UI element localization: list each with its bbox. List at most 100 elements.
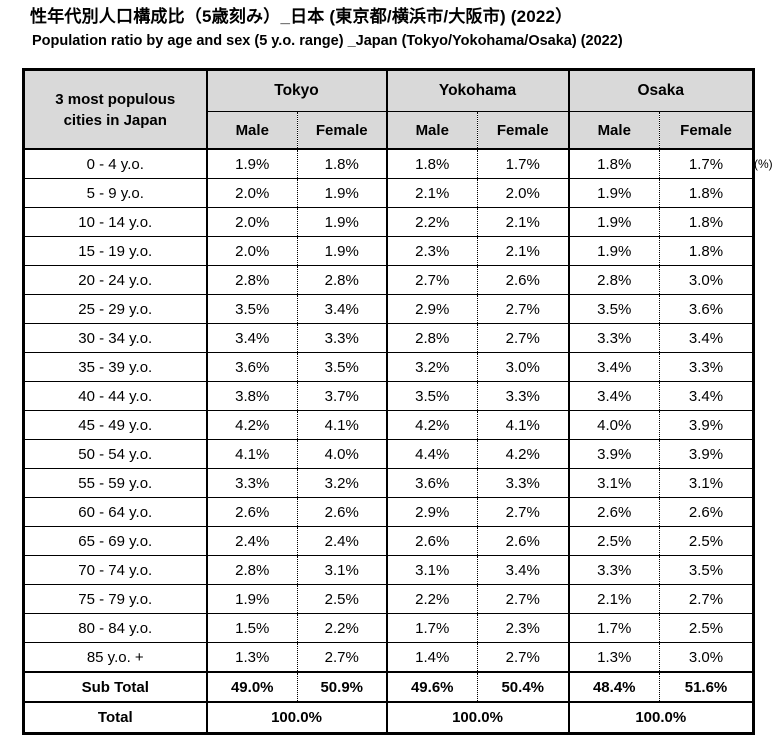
page-subtitle-english: Population ratio by age and sex (5 y.o. … (32, 33, 623, 49)
value-cell: 1.9% (297, 236, 387, 266)
value-cell: 2.7% (477, 642, 569, 672)
value-cell: 2.1% (477, 236, 569, 266)
value-cell: 3.4% (658, 381, 754, 411)
age-group-label: 80 - 84 y.o. (23, 613, 208, 643)
total-value-cell: 100.0% (385, 701, 569, 734)
value-cell: 2.5% (658, 526, 754, 556)
city-header-tokyo: Tokyo (205, 69, 387, 112)
age-group-row: 80 - 84 y.o. 1.5% 2.2% 1.7% 2.3% 1.7% 2.5% (23, 613, 754, 643)
age-group-label: 5 - 9 y.o. (23, 178, 208, 208)
age-group-row: 5 - 9 y.o. 2.0% 1.9% 2.1% 2.0% 1.9% 1.8% (23, 178, 754, 208)
value-cell: 3.1% (297, 555, 387, 585)
value-cell: 2.6% (385, 526, 478, 556)
value-cell: 3.4% (477, 555, 569, 585)
subtotal-value-cell: 48.4% (567, 671, 660, 703)
city-header-row: 3 most populous cities in Japan Tokyo Yo… (23, 69, 754, 150)
value-cell: 1.4% (385, 642, 478, 672)
age-group-row: 45 - 49 y.o. 4.2% 4.1% 4.2% 4.1% 4.0% 3.9% (23, 410, 754, 440)
value-cell: 2.5% (567, 526, 660, 556)
value-cell: 3.6% (205, 352, 298, 382)
value-cell: 3.9% (567, 439, 660, 469)
value-cell: 2.1% (385, 178, 478, 208)
age-group-label: 75 - 79 y.o. (23, 584, 208, 614)
value-cell: 3.7% (297, 381, 387, 411)
header-yokohama-male: Male (385, 111, 478, 150)
value-cell: 4.1% (477, 410, 569, 440)
value-cell: 3.3% (297, 323, 387, 353)
value-cell: 1.9% (205, 148, 298, 179)
subtotal-label: Sub Total (23, 671, 208, 703)
value-cell: 1.7% (385, 613, 478, 643)
total-value-cell: 100.0% (205, 701, 387, 734)
population-ratio-table: 3 most populous cities in Japan Tokyo Yo… (22, 68, 756, 735)
age-group-label: 70 - 74 y.o. (23, 555, 208, 585)
value-cell: 3.3% (658, 352, 754, 382)
age-group-label: 0 - 4 y.o. (23, 148, 208, 179)
age-group-label: 50 - 54 y.o. (23, 439, 208, 469)
age-group-row: 70 - 74 y.o. 2.8% 3.1% 3.1% 3.4% 3.3% 3.5% (23, 555, 754, 585)
value-cell: 3.9% (658, 439, 754, 469)
value-cell: 2.6% (477, 526, 569, 556)
value-cell: 3.4% (567, 381, 660, 411)
value-cell: 3.1% (658, 468, 754, 498)
unit-note-percent: (%) (754, 157, 773, 171)
corner-header-line2: cities in Japan (63, 111, 167, 129)
value-cell: 2.1% (567, 584, 660, 614)
age-group-label: 20 - 24 y.o. (23, 265, 208, 295)
age-group-row: 0 - 4 y.o. 1.9% 1.8% 1.8% 1.7% 1.8% 1.7% (23, 148, 754, 179)
age-group-label: 15 - 19 y.o. (23, 236, 208, 266)
header-tokyo-male: Male (205, 111, 298, 150)
age-group-row: 10 - 14 y.o. 2.0% 1.9% 2.2% 2.1% 1.9% 1.8% (23, 207, 754, 237)
value-cell: 3.5% (297, 352, 387, 382)
value-cell: 3.4% (567, 352, 660, 382)
value-cell: 1.8% (385, 148, 478, 179)
value-cell: 2.0% (205, 207, 298, 237)
table-header: 3 most populous cities in Japan Tokyo Yo… (23, 69, 754, 150)
value-cell: 2.8% (205, 555, 298, 585)
value-cell: 1.8% (658, 236, 754, 266)
value-cell: 4.2% (205, 410, 298, 440)
value-cell: 2.0% (205, 236, 298, 266)
age-group-label: 65 - 69 y.o. (23, 526, 208, 556)
value-cell: 1.3% (567, 642, 660, 672)
corner-header-cell: 3 most populous cities in Japan (23, 69, 208, 150)
value-cell: 3.5% (567, 294, 660, 324)
value-cell: 2.7% (477, 497, 569, 527)
value-cell: 4.4% (385, 439, 478, 469)
subtotal-row: Sub Total 49.0% 50.9% 49.6% 50.4% 48.4% 51.6% (23, 671, 754, 703)
value-cell: 4.0% (297, 439, 387, 469)
total-label: Total (23, 701, 208, 734)
value-cell: 4.0% (567, 410, 660, 440)
value-cell: 3.3% (567, 555, 660, 585)
value-cell: 3.5% (658, 555, 754, 585)
corner-header-line1: 3 most populous (55, 90, 176, 108)
value-cell: 3.3% (477, 381, 569, 411)
age-group-row: 75 - 79 y.o. 1.9% 2.5% 2.2% 2.7% 2.1% 2.7% (23, 584, 754, 614)
value-cell: 3.8% (205, 381, 298, 411)
value-cell: 2.7% (477, 323, 569, 353)
subtotal-value-cell: 49.6% (385, 671, 478, 703)
value-cell: 1.9% (567, 207, 660, 237)
value-cell: 2.2% (385, 584, 478, 614)
value-cell: 2.8% (567, 265, 660, 295)
header-osaka-female: Female (658, 111, 754, 150)
age-group-label: 25 - 29 y.o. (23, 294, 208, 324)
value-cell: 2.9% (385, 294, 478, 324)
value-cell: 3.3% (477, 468, 569, 498)
value-cell: 2.7% (477, 294, 569, 324)
subtotal-value-cell: 50.9% (297, 671, 387, 703)
value-cell: 1.8% (567, 148, 660, 179)
total-row: Total 100.0% 100.0% 100.0% (23, 701, 754, 734)
value-cell: 2.6% (297, 497, 387, 527)
value-cell: 2.1% (477, 207, 569, 237)
value-cell: 3.3% (205, 468, 298, 498)
value-cell: 1.9% (567, 178, 660, 208)
value-cell: 1.5% (205, 613, 298, 643)
total-value-cell: 100.0% (567, 701, 754, 734)
value-cell: 1.7% (567, 613, 660, 643)
value-cell: 1.8% (297, 148, 387, 179)
age-group-row: 60 - 64 y.o. 2.6% 2.6% 2.9% 2.7% 2.6% 2.6% (23, 497, 754, 527)
value-cell: 1.9% (205, 584, 298, 614)
value-cell: 1.9% (297, 207, 387, 237)
subtotal-value-cell: 51.6% (658, 671, 754, 703)
